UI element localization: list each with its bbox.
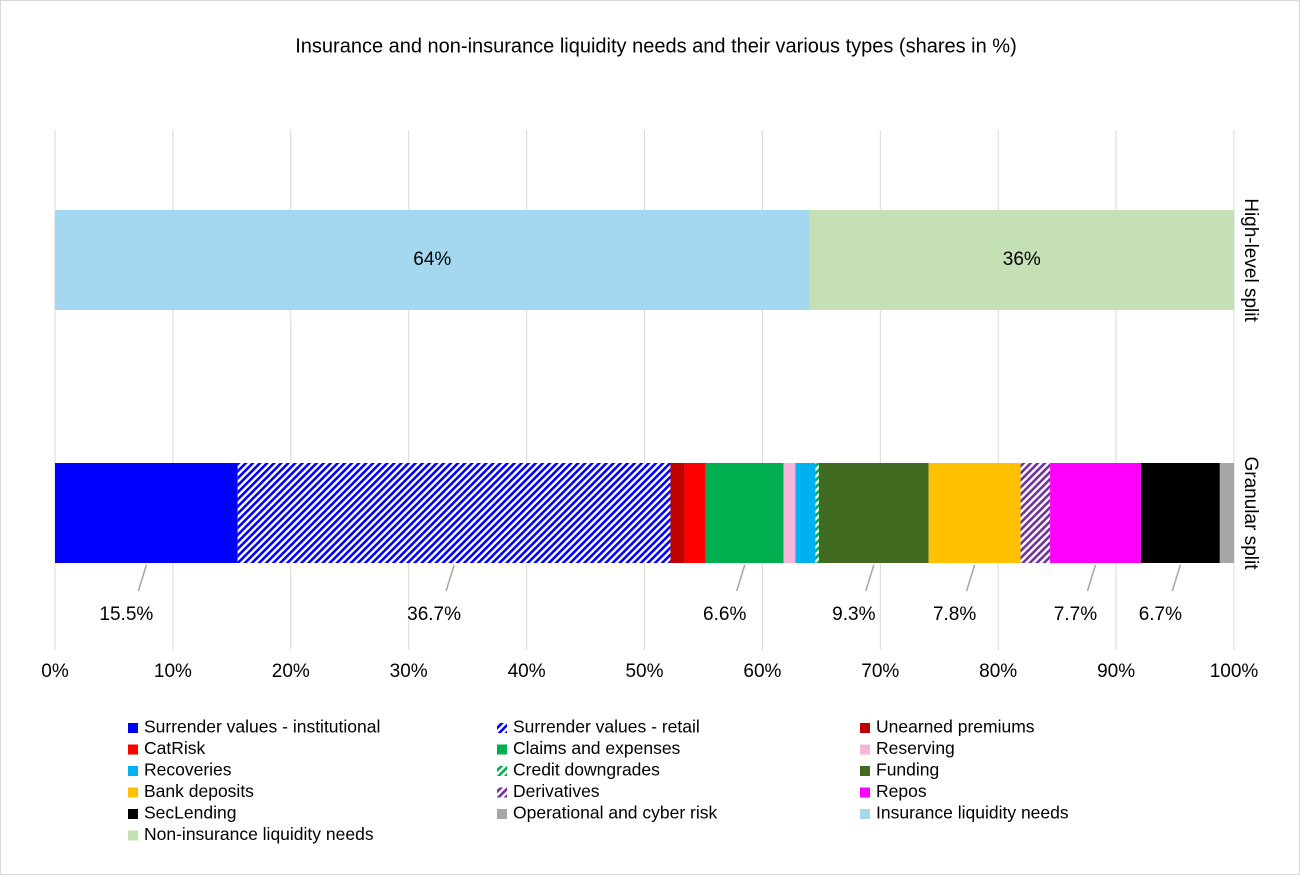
bar-segment [815, 463, 819, 563]
x-tick-label: 20% [272, 661, 310, 682]
legend-label: Operational and cyber risk [513, 803, 718, 823]
legend-swatch [860, 809, 870, 819]
x-tick-label: 70% [861, 661, 899, 682]
legend-swatch [497, 744, 507, 755]
bar-segment [705, 463, 784, 563]
legend-swatch [860, 766, 870, 776]
legend-label: Surrender values - retail [513, 717, 700, 737]
data-label: 15.5% [99, 604, 153, 625]
legend-label: Claims and expenses [513, 738, 681, 758]
legend-swatch [497, 766, 507, 776]
category-label: Granular split [1240, 457, 1261, 571]
data-label: 7.8% [933, 604, 976, 625]
bar-segment [1020, 463, 1051, 563]
data-label: 6.6% [703, 604, 746, 625]
legend-swatch [128, 787, 138, 798]
data-label: 9.3% [832, 604, 875, 625]
data-label: 7.7% [1054, 604, 1097, 625]
bar-segment [1140, 463, 1220, 563]
bar-segment [1050, 463, 1141, 563]
legend-label: Derivatives [513, 781, 600, 801]
legend-swatch [497, 809, 507, 819]
x-tick-label: 30% [390, 661, 428, 682]
legend-label: SecLending [144, 803, 236, 823]
leader-line [865, 564, 875, 592]
data-label: 36% [1003, 249, 1041, 270]
legend-label: Non-insurance liquidity needs [144, 824, 374, 844]
leader-line [1171, 564, 1182, 592]
bar-segment [1219, 463, 1234, 563]
x-tick-label: 90% [1097, 661, 1135, 682]
legend-swatch [128, 744, 138, 755]
leader-line [137, 564, 148, 592]
x-tick-label: 50% [625, 661, 663, 682]
legend-label: CatRisk [144, 738, 206, 758]
leader-line [445, 564, 455, 592]
leader-line [735, 564, 746, 592]
legend-swatch [128, 809, 138, 819]
legend-label: Funding [876, 760, 939, 780]
legend-label: Reserving [876, 738, 955, 758]
data-label: 6.7% [1139, 604, 1182, 625]
x-tick-label: 10% [154, 661, 192, 682]
leader-line [1086, 564, 1097, 592]
bar-segment [795, 463, 816, 563]
legend-swatch [860, 723, 870, 733]
legend-swatch [860, 744, 870, 755]
legend-swatch [497, 723, 507, 733]
data-label: 64% [413, 249, 451, 270]
leader-line [965, 564, 976, 592]
x-tick-label: 100% [1210, 661, 1259, 682]
bar-segment [809, 210, 1234, 310]
legend-swatch [128, 830, 138, 841]
bar-segment [237, 463, 671, 563]
bar-segment [783, 463, 796, 563]
chart-title: Insurance and non-insurance liquidity ne… [295, 35, 1017, 57]
legend-swatch [128, 723, 138, 733]
x-tick-label: 0% [41, 661, 69, 682]
legend-label: Surrender values - institutional [144, 717, 380, 737]
x-tick-label: 60% [743, 661, 781, 682]
legend-label: Insurance liquidity needs [876, 803, 1069, 823]
bar-segment [684, 463, 706, 563]
legend-swatch [860, 787, 870, 798]
x-tick-label: 80% [979, 661, 1017, 682]
legend-label: Unearned premiums [876, 717, 1035, 737]
bar-segment [928, 463, 1021, 563]
category-label: High-level split [1240, 198, 1261, 322]
bar-segment [55, 210, 810, 310]
x-tick-label: 40% [508, 661, 546, 682]
legend-swatch [128, 766, 138, 776]
data-label: 36.7% [407, 604, 461, 625]
legend-label: Recoveries [144, 760, 232, 780]
bar-segment [818, 463, 929, 563]
legend-swatch [497, 787, 507, 798]
bar-segment [670, 463, 685, 563]
bar-segment [55, 463, 238, 563]
legend-label: Repos [876, 781, 927, 801]
legend-label: Credit downgrades [513, 760, 660, 780]
legend-label: Bank deposits [144, 781, 254, 801]
